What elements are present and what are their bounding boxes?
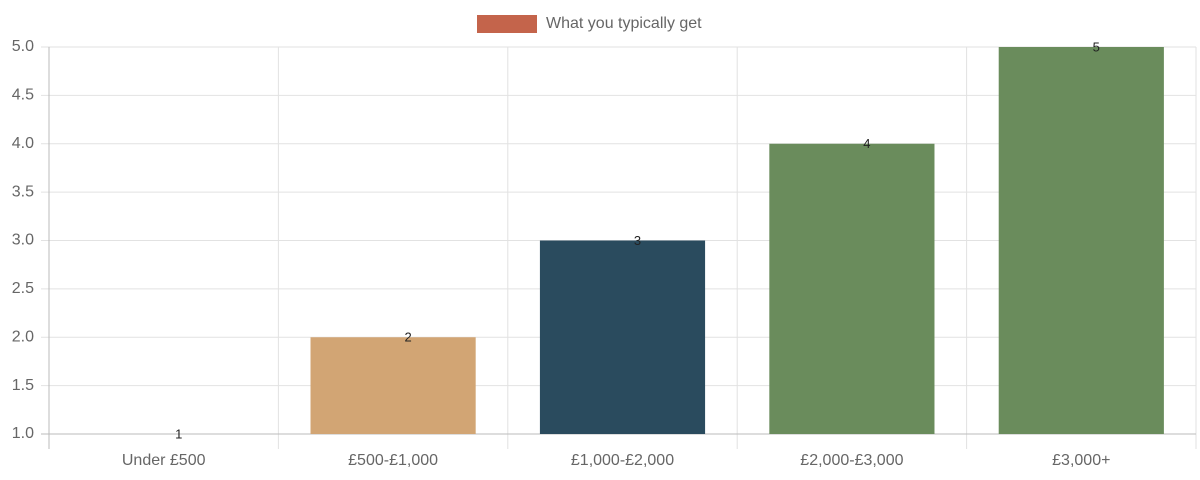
x-tick-label: Under £500 [122,452,206,469]
data-label: 2 [404,330,411,345]
bar [998,47,1164,434]
y-tick-label: 1.5 [12,377,34,394]
x-tick-label: £500-£1,000 [348,452,438,469]
data-label: 4 [863,136,870,151]
bar [769,143,935,434]
legend-label: What you typically get [546,15,702,32]
y-tick-label: 1.0 [12,425,34,442]
x-tick-label: £2,000-£3,000 [800,452,903,469]
bar [539,240,706,434]
x-tick-label: £3,000+ [1052,452,1110,469]
y-tick-label: 5.0 [12,38,34,55]
data-label: 1 [175,426,182,441]
y-tick-label: 4.5 [12,87,34,104]
y-tick-label: 3.5 [12,183,34,200]
y-tick-label: 2.5 [12,280,34,297]
bar [310,337,476,434]
data-label: 5 [1093,39,1100,54]
y-tick-label: 2.0 [12,328,34,345]
legend-swatch [477,15,537,33]
y-tick-label: 4.0 [12,135,34,152]
data-label: 3 [634,233,641,248]
x-tick-label: £1,000-£2,000 [571,452,674,469]
y-tick-label: 3.0 [12,232,34,249]
